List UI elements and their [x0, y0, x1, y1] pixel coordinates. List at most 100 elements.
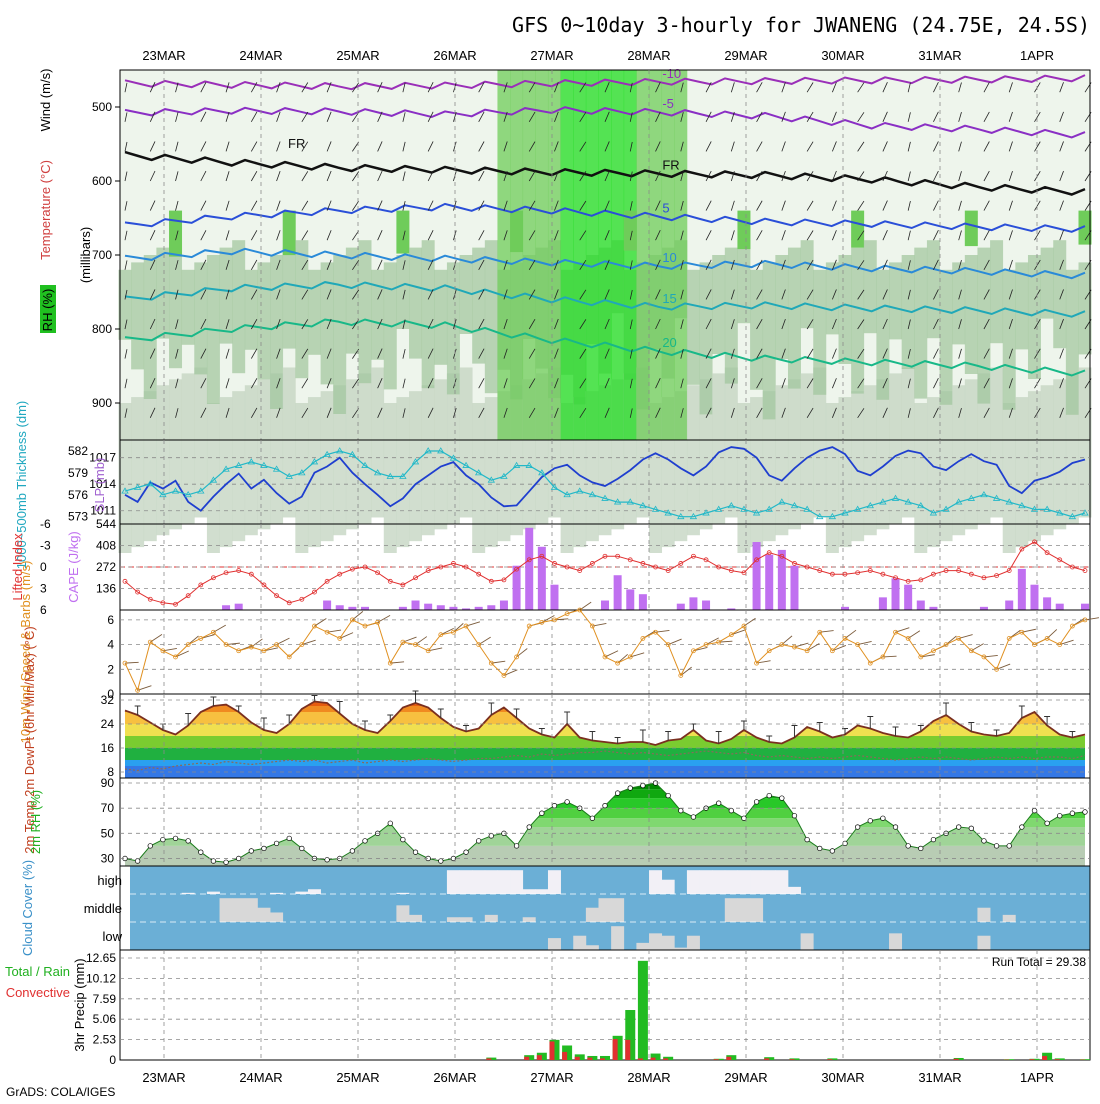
rh-cell: [1066, 270, 1079, 415]
rh-cell: [712, 373, 725, 523]
rh-point: [956, 825, 961, 830]
rh-point: [691, 815, 696, 820]
cape-bar: [412, 601, 420, 610]
rh-cell: [359, 240, 372, 383]
rh-cell: [434, 270, 447, 365]
date-label-top: 30MAR: [821, 48, 864, 63]
cape-bar: [639, 594, 647, 610]
cloud-cell-middle: [750, 898, 763, 922]
cloud-cell-high: [725, 870, 738, 894]
cloud-cell-high: [510, 870, 523, 894]
upper-air-ylabel-temp: Temperature (°C): [38, 160, 53, 260]
rh-cell: [687, 270, 700, 385]
cape-bar: [917, 601, 925, 610]
rh-point: [603, 803, 608, 808]
rh-point: [982, 839, 987, 844]
rh-point: [1083, 810, 1088, 815]
cape-ylabel: CAPE (J/kg): [66, 531, 81, 603]
rh-cell: [472, 403, 485, 553]
rh-point: [1070, 811, 1075, 816]
rh-cell: [889, 373, 902, 523]
rh-cell: [384, 403, 397, 553]
cape-bar: [601, 601, 609, 610]
rh-cell: [169, 240, 182, 368]
rh-cell: [295, 240, 308, 378]
rh-cell: [611, 70, 624, 440]
precip-conv-bar: [651, 1058, 656, 1060]
thickness-tick: 582: [68, 444, 88, 458]
cape-bar: [424, 604, 432, 610]
rh-cell: [801, 240, 814, 328]
cloud-cell-high: [763, 870, 776, 894]
contour-label: 20: [662, 335, 676, 350]
rh-point: [224, 860, 229, 865]
rh-cell: [801, 373, 814, 523]
contour-label: -10: [662, 66, 681, 81]
rh-cell: [460, 367, 473, 517]
contour-label: FR: [662, 158, 679, 173]
cape-bar: [879, 597, 887, 610]
rh-cell: [573, 70, 586, 440]
cloud-cell-high: [472, 870, 485, 894]
cloud-cell-low: [687, 936, 700, 950]
cloud-cell-high: [447, 870, 460, 894]
rh-cell: [169, 211, 182, 257]
precip-ylabel: 3hr Precip (mm): [72, 958, 87, 1051]
rh-point: [1032, 808, 1037, 813]
cloud-cell-high: [737, 870, 750, 894]
rh-cell: [586, 70, 599, 440]
rh-cell: [220, 248, 233, 344]
cape-bar: [235, 604, 243, 610]
rh-cell: [864, 385, 877, 535]
rh-point: [552, 803, 557, 808]
rh-point: [135, 859, 140, 864]
rh-point: [817, 846, 822, 851]
cloud-cell-middle: [725, 898, 738, 922]
date-label-top: 31MAR: [918, 48, 961, 63]
rh-point: [1045, 821, 1050, 826]
cloud-cell-low: [573, 936, 586, 950]
cape-tick: 408: [96, 539, 116, 553]
rh-cell: [927, 397, 940, 547]
rh-point: [388, 821, 393, 826]
date-label-bottom: 25MAR: [336, 1070, 379, 1085]
rh-point: [678, 808, 683, 813]
upper-air-ylabel-inner: (millibars): [78, 227, 93, 283]
li-tick: 6: [40, 603, 47, 617]
rh-cell: [308, 270, 321, 355]
rh-point: [805, 837, 810, 842]
date-label-top: 25MAR: [336, 48, 379, 63]
date-label-top: 23MAR: [142, 48, 185, 63]
rh-cell: [295, 403, 308, 553]
rh-point: [1020, 825, 1025, 830]
cloud-cell-middle: [409, 915, 422, 922]
ytick-label: 600: [92, 174, 112, 188]
rh-cell: [220, 397, 233, 547]
rh-cell: [1053, 379, 1066, 529]
precip-conv-bar: [524, 1057, 529, 1060]
precip-conv-bar: [789, 1059, 794, 1060]
cape-bar: [487, 605, 495, 610]
rh-cell: [826, 403, 839, 553]
rh-band: [120, 818, 1090, 827]
rh2m-tick: 70: [101, 801, 115, 815]
rh-point: [716, 801, 721, 806]
cloud-cell-high: [308, 889, 321, 894]
cape-bar: [1005, 601, 1013, 610]
rh-cell: [839, 255, 852, 364]
rh-band: [120, 778, 1090, 789]
cloud-cell-low: [662, 936, 675, 950]
precip-legend-conv: Convective: [6, 985, 70, 1000]
date-label-bottom: 28MAR: [627, 1070, 670, 1085]
cloud-cell-middle: [232, 898, 245, 922]
contour-label: 15: [662, 291, 676, 306]
rh-point: [1007, 844, 1012, 849]
rh-cell: [965, 211, 978, 247]
rh-cell: [965, 255, 978, 374]
rh-point: [628, 786, 633, 791]
cloud-cell-middle: [460, 917, 473, 922]
rh-cell: [510, 211, 523, 253]
rh-cell: [207, 403, 220, 553]
rh-cell: [561, 70, 574, 440]
date-label-bottom: 30MAR: [821, 1070, 864, 1085]
